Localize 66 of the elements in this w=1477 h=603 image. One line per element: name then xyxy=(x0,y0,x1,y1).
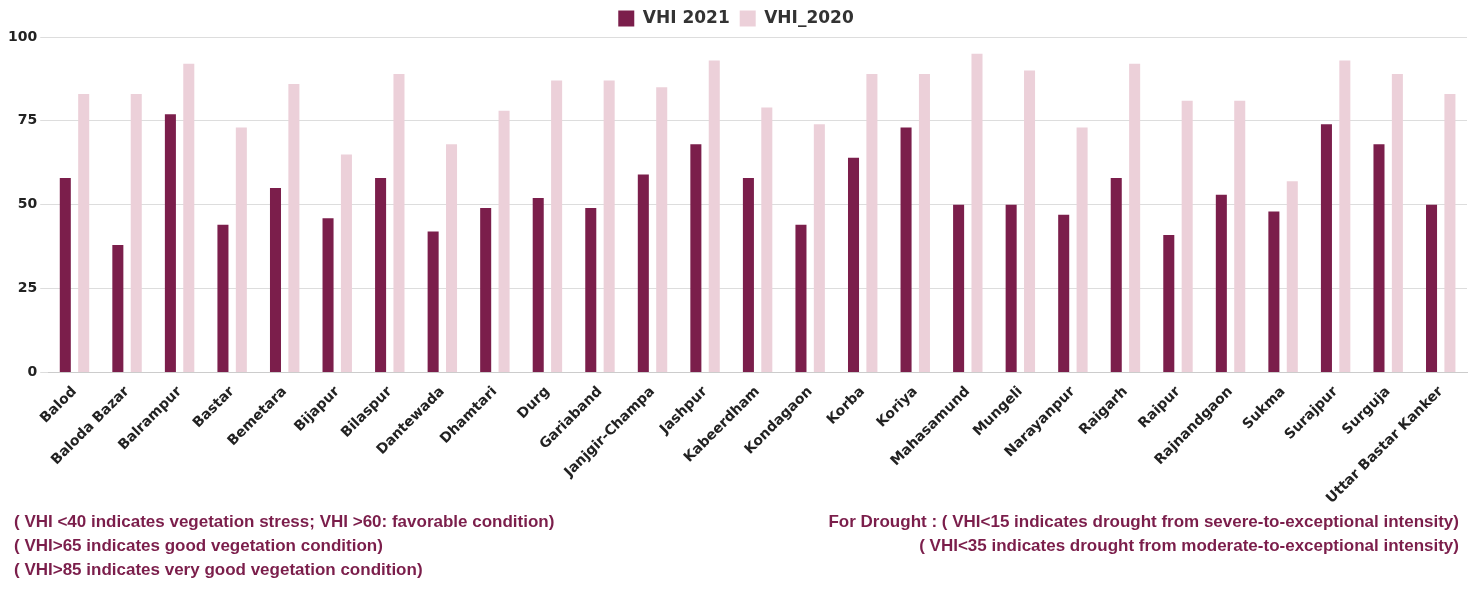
bar xyxy=(866,73,878,372)
bar xyxy=(971,53,983,372)
bar xyxy=(427,231,439,372)
bar xyxy=(1234,100,1246,372)
bar xyxy=(532,198,544,372)
bar xyxy=(322,218,334,372)
bar xyxy=(217,224,229,372)
bar xyxy=(112,244,124,372)
bar xyxy=(393,73,405,372)
text: ( VHI<35 indicates drought from moderate-to-exceptional intensity) xyxy=(918,535,1459,557)
text: ( VHI <40 indicates vegetation stress; VHI >60: favorable condition) xyxy=(14,511,555,533)
bar xyxy=(795,224,807,372)
bar xyxy=(1129,63,1141,372)
bar xyxy=(1058,214,1070,372)
bar xyxy=(847,157,860,372)
bar xyxy=(288,83,300,372)
bar xyxy=(918,73,930,372)
y-tick-label: 0 xyxy=(27,363,38,380)
bar xyxy=(551,80,563,372)
bar xyxy=(690,144,702,372)
bar xyxy=(1339,60,1351,372)
bar xyxy=(1426,204,1438,372)
bar xyxy=(340,154,352,372)
bar xyxy=(708,60,720,372)
bar xyxy=(164,114,176,372)
y-tick-label: 75 xyxy=(17,111,38,128)
bar xyxy=(183,63,195,372)
bar xyxy=(1320,124,1332,372)
bar xyxy=(498,110,510,372)
y-tick-label: 25 xyxy=(17,279,38,296)
bar xyxy=(603,80,615,372)
bar xyxy=(813,124,825,372)
text: For Drought : ( VHI<15 indicates drought from severe-to-exceptional intensity) xyxy=(828,511,1459,533)
bar xyxy=(78,94,90,372)
bar xyxy=(1373,144,1385,372)
y-tick-label: 50 xyxy=(17,195,38,212)
legend-label: VHI_2020 xyxy=(764,6,854,27)
bar xyxy=(130,94,142,372)
bar xyxy=(1024,70,1036,372)
bar xyxy=(1215,194,1227,372)
bar xyxy=(480,208,492,372)
bar xyxy=(1005,204,1017,372)
bar xyxy=(235,127,247,372)
bar xyxy=(900,127,912,372)
text: ( VHI>85 indicates very good vegetation condition) xyxy=(14,559,424,581)
bar xyxy=(1444,94,1456,372)
y-tick-label: 100 xyxy=(7,27,38,44)
bar xyxy=(656,87,668,372)
bar xyxy=(1286,181,1298,372)
bar xyxy=(269,187,282,372)
bar xyxy=(761,107,773,372)
bar xyxy=(446,144,458,372)
bar xyxy=(1076,127,1088,372)
bar xyxy=(953,204,965,372)
bar xyxy=(742,177,754,372)
bar xyxy=(1163,234,1175,372)
bar xyxy=(59,177,71,372)
text: ( VHI>65 indicates good vegetation condition) xyxy=(14,535,384,557)
bar xyxy=(1391,73,1403,372)
bar xyxy=(1268,211,1280,372)
bar xyxy=(637,174,649,372)
bar xyxy=(585,208,597,372)
bar xyxy=(1181,100,1193,372)
bar xyxy=(375,177,387,372)
bar xyxy=(1110,177,1122,372)
legend-label: VHI 2021 xyxy=(642,6,730,27)
